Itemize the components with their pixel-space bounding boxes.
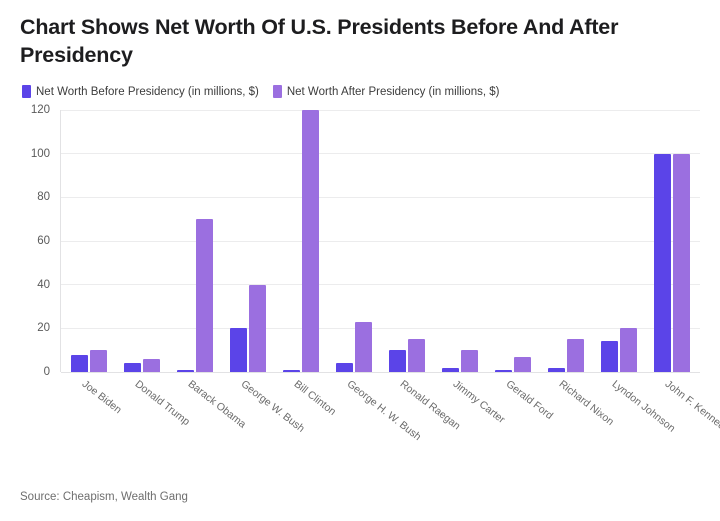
y-axis-tick-label: 80 <box>37 191 50 204</box>
bar-after[interactable] <box>196 219 214 373</box>
x-axis-label-cell: Joe Biden <box>62 372 123 440</box>
x-axis-label-cell: Bill Clinton <box>274 372 337 440</box>
y-axis-tick-label: 40 <box>37 278 50 291</box>
bar-group <box>486 110 539 373</box>
bar-group <box>116 110 169 373</box>
x-axis-label-cell: Barack Obama <box>168 372 248 440</box>
bar-after[interactable] <box>302 110 320 373</box>
legend-item-before[interactable]: Net Worth Before Presidency (in millions… <box>22 85 259 99</box>
legend-item-after[interactable]: Net Worth After Presidency (in millions,… <box>272 85 500 99</box>
plot-wrapper: 0 20 40 60 80 100 120 Joe Biden Donald Trump Bar… <box>14 104 720 443</box>
bar-group <box>433 110 486 373</box>
bar-after[interactable] <box>355 321 373 373</box>
bar-group <box>539 110 592 373</box>
y-axis-tick-label: 60 <box>37 235 50 248</box>
x-axis-label-cell: Lyndon Johnson <box>592 372 677 440</box>
bar-group <box>222 110 275 373</box>
bar-before[interactable] <box>441 367 459 373</box>
bar-before[interactable] <box>388 350 406 373</box>
x-axis-label-cell: John F. Kennedy <box>645 372 720 440</box>
bar-after[interactable] <box>513 356 531 373</box>
bar-before[interactable] <box>283 369 301 373</box>
bar-group <box>645 110 698 373</box>
bar-group <box>592 110 645 373</box>
x-axis-label: John F. Kennedy <box>662 378 720 436</box>
bar-before[interactable] <box>124 363 142 373</box>
page-title: Chart Shows Net Worth Of U.S. Presidents… <box>20 15 619 67</box>
x-axis-label-cell: George H. W. Bush <box>327 372 423 443</box>
source-note: Source: Cheapism, Wealth Gang <box>20 491 188 503</box>
bar-after[interactable] <box>249 284 267 373</box>
legend-label-before: Net Worth Before Presidency (in millions… <box>36 85 259 98</box>
bar-before[interactable] <box>177 369 195 373</box>
bar-after[interactable] <box>619 328 637 373</box>
legend-swatch-before <box>22 85 31 99</box>
bar-after[interactable] <box>460 350 478 373</box>
bar-group <box>328 110 381 373</box>
bar-before[interactable] <box>230 328 248 373</box>
bar-group <box>63 110 116 373</box>
x-axis-label-cell: Jimmy Carter <box>433 372 507 440</box>
bar-before[interactable] <box>600 341 618 373</box>
x-axis-label-cell: Richard Nixon <box>539 372 615 440</box>
bar-before[interactable] <box>494 369 512 373</box>
legend-swatch-after <box>272 85 282 99</box>
bar-before[interactable] <box>336 363 354 373</box>
plot-area <box>60 109 700 373</box>
bar-group <box>381 110 434 373</box>
bar-group <box>275 110 328 373</box>
bar-before[interactable] <box>653 153 671 373</box>
y-axis-tick-label: 0 <box>43 366 50 379</box>
bar-before[interactable] <box>71 354 89 373</box>
bar-after[interactable] <box>672 153 690 373</box>
y-axis-tick-label: 120 <box>30 104 50 117</box>
y-axis: 0 20 40 60 80 100 120 <box>14 104 58 378</box>
x-axis-labels: Joe Biden Donald Trump Barack Obama George … <box>60 372 720 443</box>
x-axis-label-cell: Ronald Raegan <box>380 372 462 440</box>
x-axis-label-cell: Gerald Ford <box>486 372 555 440</box>
y-axis-tick-label: 20 <box>37 322 50 335</box>
legend-label-after: Net Worth After Presidency (in millions,… <box>286 85 500 98</box>
bar-after[interactable] <box>566 339 584 373</box>
bar-series-container <box>61 110 700 373</box>
bar-after[interactable] <box>90 350 108 373</box>
x-axis-label-cell: Donald Trump <box>115 372 191 440</box>
bar-after[interactable] <box>143 358 161 373</box>
y-axis-tick-label: 100 <box>30 147 50 160</box>
bar-group <box>169 110 222 373</box>
bar-after[interactable] <box>407 339 425 373</box>
bar-before[interactable] <box>547 367 565 373</box>
x-axis-label-cell: George W. Bush <box>221 372 306 440</box>
chart-legend: Net Worth Before Presidency (in millions… <box>22 85 706 99</box>
